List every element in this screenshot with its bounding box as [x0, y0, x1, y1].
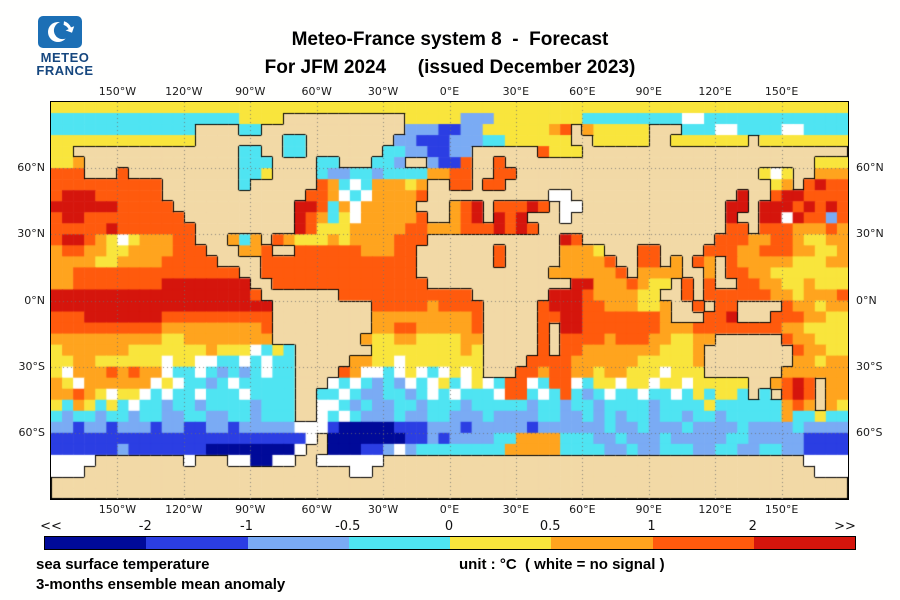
chart-title: Meteo-France system 8 - Forecast — [291, 29, 609, 50]
colorbar-segment — [551, 537, 653, 549]
lon-tick-label-top: 150°W — [98, 85, 137, 98]
lon-tick-label-top: 120°W — [165, 85, 203, 98]
lon-tick-label-top: 30°E — [502, 85, 530, 98]
lon-tick-label-top: 90°W — [235, 85, 266, 98]
colorbar-tick-label: 0.5 — [539, 519, 561, 534]
lat-tick-label-right: 30°N — [856, 227, 884, 241]
colorbar-segment — [348, 537, 450, 549]
lon-tick-label-bottom: 60°E — [569, 503, 596, 516]
lon-tick-label-bottom: 150°E — [764, 503, 799, 516]
map-frame — [50, 101, 849, 500]
colorbar-tick-label: -1 — [240, 519, 253, 534]
footer-unit-note: unit : °C ( white = no signal ) — [459, 556, 665, 573]
colorbar-segment — [247, 537, 349, 549]
colorbar-tick-label: >> — [834, 519, 856, 534]
lon-tick-label-top: 60°W — [301, 85, 332, 98]
colorbar — [44, 536, 856, 550]
lon-tick-label-bottom: 90°W — [235, 503, 266, 516]
lon-tick-label-bottom: 30°W — [367, 503, 399, 516]
lat-tick-label-right: 60°S — [856, 425, 883, 439]
lon-tick-label-bottom: 0°E — [439, 503, 460, 516]
lat-tick-label-right: 60°N — [856, 161, 884, 175]
lat-tick-label-left: 60°S — [18, 425, 45, 439]
lon-tick-label-top: 90°E — [635, 85, 662, 98]
colorbar-segment — [753, 537, 855, 549]
lat-tick-label-left: 30°S — [18, 359, 45, 373]
colorbar-tick-label: 0 — [444, 519, 454, 534]
chart-subtitle: For JFM 2024 (issued December 2023) — [264, 57, 636, 78]
lon-tick-label-top: 60°E — [569, 85, 596, 98]
colorbar-tick-label: 2 — [748, 519, 757, 534]
lon-tick-label-bottom: 150°W — [98, 503, 137, 516]
meteo-france-logo-text: METEO FRANCE — [22, 51, 108, 77]
colorbar-tick-label: -2 — [138, 519, 152, 534]
lon-tick-label-bottom: 120°W — [165, 503, 203, 516]
colorbar-segment — [652, 537, 754, 549]
footer-statistic-name: 3-months ensemble mean anomaly — [36, 576, 286, 593]
footer-variable-name: sea surface temperature — [36, 556, 210, 573]
lat-tick-label-right: 30°S — [856, 359, 883, 373]
logo-line-france: FRANCE — [36, 63, 94, 78]
lat-tick-label-right: 0°N — [856, 293, 877, 307]
lon-tick-label-bottom: 120°E — [698, 503, 732, 516]
lat-tick-label-left: 30°N — [17, 227, 45, 241]
map-canvas — [51, 102, 848, 499]
colorbar-tick-label: 1 — [647, 519, 656, 534]
lon-tick-label-top: 30°W — [367, 85, 399, 98]
lat-tick-label-left: 60°N — [17, 161, 45, 175]
colorbar-segment — [45, 537, 147, 549]
colorbar-segment — [146, 537, 248, 549]
colorbar-tick-label: << — [40, 519, 62, 534]
lon-tick-label-bottom: 90°E — [635, 503, 662, 516]
colorbar-segment — [450, 537, 552, 549]
lon-tick-label-bottom: 30°E — [502, 503, 530, 516]
lon-tick-label-top: 150°E — [764, 85, 799, 98]
lon-tick-label-top: 0°E — [439, 85, 460, 98]
lat-tick-label-left: 0°N — [24, 293, 45, 307]
lon-tick-label-bottom: 60°W — [301, 503, 332, 516]
colorbar-tick-label: -0.5 — [335, 519, 361, 534]
lon-tick-label-top: 120°E — [698, 85, 732, 98]
logo-line-meteo: METEO — [40, 50, 90, 65]
meteo-france-logo-icon — [38, 16, 82, 48]
